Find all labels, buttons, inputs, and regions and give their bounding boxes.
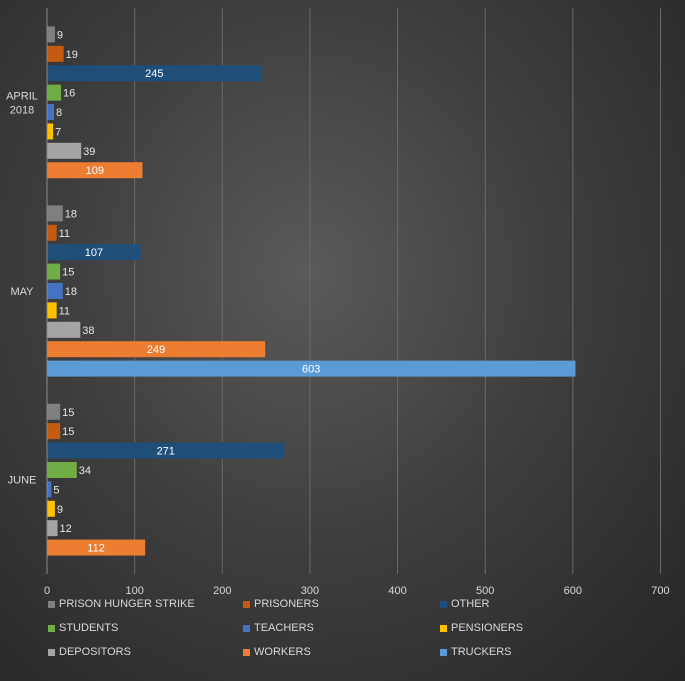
data-label: 245 [145, 68, 163, 80]
data-label: 8 [56, 107, 62, 119]
bar [47, 104, 55, 121]
legend-row: PRISON HUNGER STRIKE PRISONERS OTHER [48, 598, 678, 622]
legend-item: PENSIONERS [440, 622, 523, 634]
data-label: 38 [82, 325, 94, 337]
data-label: 18 [65, 208, 77, 220]
data-label: 15 [62, 267, 74, 279]
bar [47, 283, 63, 299]
bar [47, 123, 54, 140]
bar [47, 224, 57, 241]
legend-label: DEPOSITORS [59, 646, 131, 658]
legend-swatch [440, 648, 447, 656]
axes: 0 100 200 300 400 500 600 700 APRIL 2018 MAY JUNE [6, 8, 670, 597]
bar [47, 481, 52, 498]
data-label: 16 [63, 88, 75, 100]
gridlines [134, 8, 661, 574]
data-label: 5 [53, 484, 59, 496]
legend-label: PRISON HUNGER STRIKE [59, 598, 195, 610]
x-tick-label: 700 [651, 585, 669, 597]
legend-item: TRUCKERS [440, 646, 512, 658]
bar [47, 500, 55, 517]
legend-item: PRISONERS [243, 598, 319, 610]
legend-item: WORKERS [243, 646, 311, 658]
legend-swatch [440, 624, 447, 632]
x-tick-label: 0 [44, 585, 50, 597]
data-label: 107 [85, 247, 103, 259]
data-label: 15 [62, 426, 74, 438]
bar [47, 26, 55, 43]
bar [47, 442, 285, 459]
bar [47, 142, 82, 159]
legend-label: PENSIONERS [451, 622, 524, 634]
legend-row: DEPOSITORS WORKERS TRUCKERS [48, 646, 678, 670]
bar [47, 461, 77, 478]
bar [47, 263, 61, 280]
data-label: 9 [57, 29, 63, 41]
legend-swatch [243, 624, 250, 632]
legend-label: PRISONERS [254, 598, 319, 610]
data-label: 11 [59, 228, 70, 240]
data-label: 18 [65, 286, 77, 298]
bar [47, 520, 58, 537]
category-label: MAY [10, 286, 34, 298]
legend-swatch [243, 600, 250, 608]
data-label: 603 [302, 364, 320, 376]
legend-swatch [243, 648, 250, 656]
bar [47, 162, 143, 179]
x-tick-label: 400 [388, 585, 406, 597]
x-tick-label: 100 [125, 585, 143, 597]
legend-item: OTHER [440, 598, 490, 610]
bar [47, 84, 62, 101]
bar-chart: 9192451687391091811107151811382496031515… [6, 8, 670, 597]
legend-item: PRISON HUNGER STRIKE [48, 598, 195, 610]
legend: PRISON HUNGER STRIKE PRISONERS OTHER STUDEN… [48, 598, 678, 670]
legend-label: WORKERS [254, 646, 311, 658]
legend-label: TRUCKERS [451, 646, 512, 658]
bar [47, 205, 63, 222]
bar [47, 360, 576, 377]
legend-item: STUDENTS [48, 622, 118, 634]
data-label: 12 [60, 523, 72, 535]
data-label: 112 [87, 543, 105, 555]
data-label: 34 [79, 465, 91, 477]
bar [47, 45, 64, 62]
x-tick-label: 200 [213, 585, 231, 597]
category-label: APRIL 2018 [6, 90, 38, 116]
data-label: 109 [86, 165, 104, 177]
bar [47, 341, 266, 358]
bar [47, 65, 262, 82]
bar [47, 302, 57, 319]
legend-item: TEACHERS [243, 622, 314, 634]
bars [47, 26, 576, 556]
legend-swatch [48, 648, 55, 656]
legend-row: STUDENTS TEACHERS PENSIONERS [48, 622, 678, 646]
category-label: JUNE [8, 475, 37, 487]
data-label: 39 [83, 146, 95, 158]
legend-swatch [48, 624, 55, 632]
legend-item: DEPOSITORS [48, 646, 131, 658]
bar [47, 403, 61, 420]
legend-label: TEACHERS [254, 622, 314, 634]
bar [47, 321, 81, 338]
data-label: 19 [66, 49, 78, 61]
data-label: 249 [147, 344, 165, 356]
data-label: 271 [157, 446, 175, 458]
data-label: 7 [55, 126, 61, 138]
legend-label: OTHER [451, 598, 490, 610]
x-tick-label: 300 [301, 585, 319, 597]
data-label: 11 [59, 305, 70, 317]
x-tick-label: 500 [476, 585, 494, 597]
bar [47, 244, 141, 261]
data-label: 9 [57, 504, 63, 516]
data-labels: 9192451687391091811107151811382496031515… [53, 29, 320, 554]
legend-label: STUDENTS [59, 622, 119, 634]
bar [47, 539, 146, 556]
legend-swatch [440, 600, 447, 608]
bar [47, 423, 61, 440]
legend-swatch [48, 600, 55, 608]
x-tick-label: 600 [564, 585, 582, 597]
data-label: 15 [62, 407, 74, 419]
